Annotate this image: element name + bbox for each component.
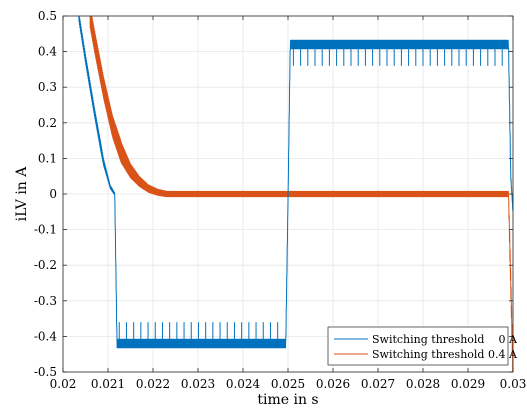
x-tick-label: 0.023 [181,377,215,391]
x-axis-label: time in s [257,392,318,408]
x-tick-label: 0.026 [316,377,350,391]
x-tick-label: 0.022 [136,377,170,391]
x-tick-labels: 0.02 0.021 0.022 0.023 0.024 0.025 0.026 0.027 0… [50,377,527,391]
y-tick-label: 0.1 [38,151,57,165]
legend: Switching threshold 0 A Switching thresh… [327,326,518,366]
y-tick-label: 0.4 [38,45,57,59]
y-tick-label: 0.5 [38,9,57,23]
x-tick-label: 0.021 [91,377,125,391]
x-tick-label: 0.025 [271,377,305,391]
series-1-line [78,16,513,349]
y-tick-label: 0.2 [38,116,57,130]
legend-label-series-2: Switching threshold 0.4 A [372,348,518,361]
x-tick-label: 0.029 [451,377,485,391]
x-tick-label: 0.03 [500,377,527,391]
legend-box [327,326,509,366]
y-tick-label: -0.1 [34,223,57,237]
y-tick-label: -0.3 [34,294,57,308]
y-tick-label: -0.4 [34,329,58,343]
y-tick-label: 0.3 [38,80,57,94]
x-tick-label: 0.028 [406,377,440,391]
y-axis-label: iLV in A [14,166,30,222]
series-group [78,16,513,372]
legend-label-series-1: Switching threshold 0 A [372,333,518,346]
axis-ticks [62,15,514,373]
y-tick-labels: 0.5 0.4 0.3 0.2 0.1 0 -0.1 -0.2 -0.3 -0.4 -0.5 [34,9,58,379]
x-tick-label: 0.02 [50,377,77,391]
x-tick-label: 0.027 [361,377,395,391]
y-tick-label: -0.2 [34,258,57,272]
y-tick-label: 0 [49,187,57,201]
x-tick-label: 0.024 [226,377,261,391]
y-tick-label: -0.5 [34,365,57,379]
series-2-line [89,16,513,372]
